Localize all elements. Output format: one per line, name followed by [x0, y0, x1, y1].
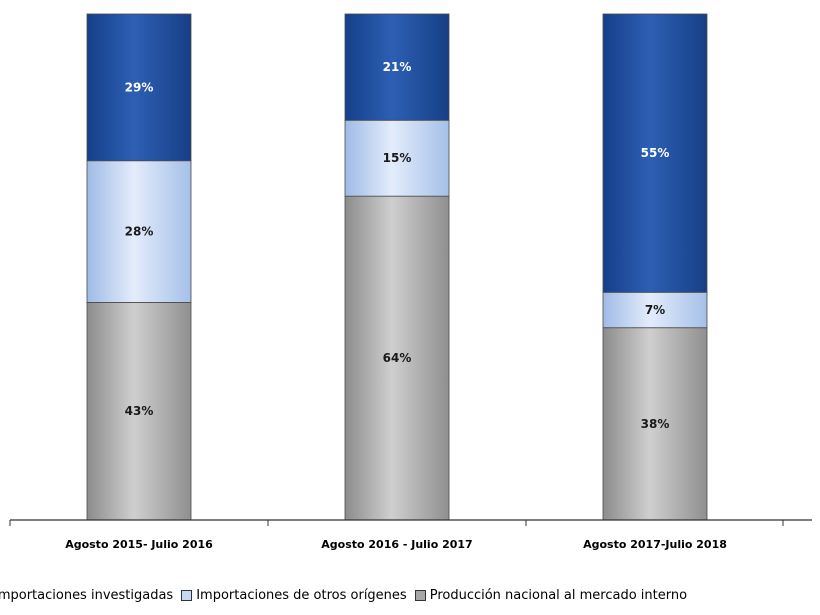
legend: Importaciones investigadas Importaciones…: [0, 588, 695, 603]
data-label-importaciones-de-otros-origenes-1: 28%: [125, 225, 154, 239]
bars-group: 43% 28% 29% 64% 15% 21% 38% 7% 55%: [86, 13, 708, 521]
data-label-importaciones-investigadas-2: 21%: [383, 60, 412, 74]
x-axis-ticks: [9, 520, 784, 526]
data-label-importaciones-investigadas-3: 55%: [641, 146, 670, 160]
bar-segment-importaciones-de-otros-origenes-1: [86, 160, 192, 303]
data-label-produccion-nacional-al-mercado-interno-1: 43%: [125, 404, 154, 418]
legend-item-importaciones-otros-origenes: Importaciones de otros orígenes: [181, 588, 407, 603]
bar-segment-produccion-nacional-al-mercado-interno-2: [344, 195, 450, 521]
bar-segment-produccion-nacional-al-mercado-interno-3: [602, 327, 708, 521]
legend-label-produccion-nacional: Producción nacional al mercado interno: [429, 588, 688, 603]
data-label-importaciones-de-otros-origenes-3: 7%: [645, 303, 665, 317]
legend-label-importaciones-otros-origenes: Importaciones de otros orígenes: [196, 588, 407, 603]
x-tick-label-1: Agosto 2015- Julio 2016: [65, 538, 213, 551]
data-label-produccion-nacional-al-mercado-interno-3: 38%: [641, 417, 670, 431]
legend-swatch-produccion-nacional: [414, 590, 426, 601]
legend-swatch-importaciones-otros-origenes: [181, 590, 193, 601]
x-tick-label-2: Agosto 2016 - Julio 2017: [321, 538, 472, 551]
legend-item-produccion-nacional: Producción nacional al mercado interno: [414, 588, 688, 603]
x-tick-label-3: Agosto 2017-Julio 2018: [583, 538, 727, 551]
bar-segment-importaciones-investigadas-2: [344, 13, 450, 121]
bar-segment-importaciones-investigadas-3: [602, 13, 708, 293]
bar-segment-importaciones-de-otros-origenes-3: [602, 291, 708, 329]
legend-item-importaciones-investigadas: Importaciones investigadas: [0, 588, 173, 603]
category-labels: Agosto 2015- Julio 2016 Agosto 2016 - Jul…: [65, 538, 727, 551]
bar-segment-produccion-nacional-al-mercado-interno-1: [86, 302, 192, 521]
legend-label-importaciones-investigadas: Importaciones investigadas: [0, 588, 174, 603]
bar-segment-importaciones-investigadas-1: [86, 13, 192, 162]
data-label-importaciones-de-otros-origenes-2: 15%: [383, 151, 412, 165]
data-label-importaciones-investigadas-1: 29%: [125, 80, 154, 94]
bar-segment-importaciones-de-otros-origenes-2: [344, 119, 450, 197]
data-label-produccion-nacional-al-mercado-interno-2: 64%: [383, 351, 412, 365]
